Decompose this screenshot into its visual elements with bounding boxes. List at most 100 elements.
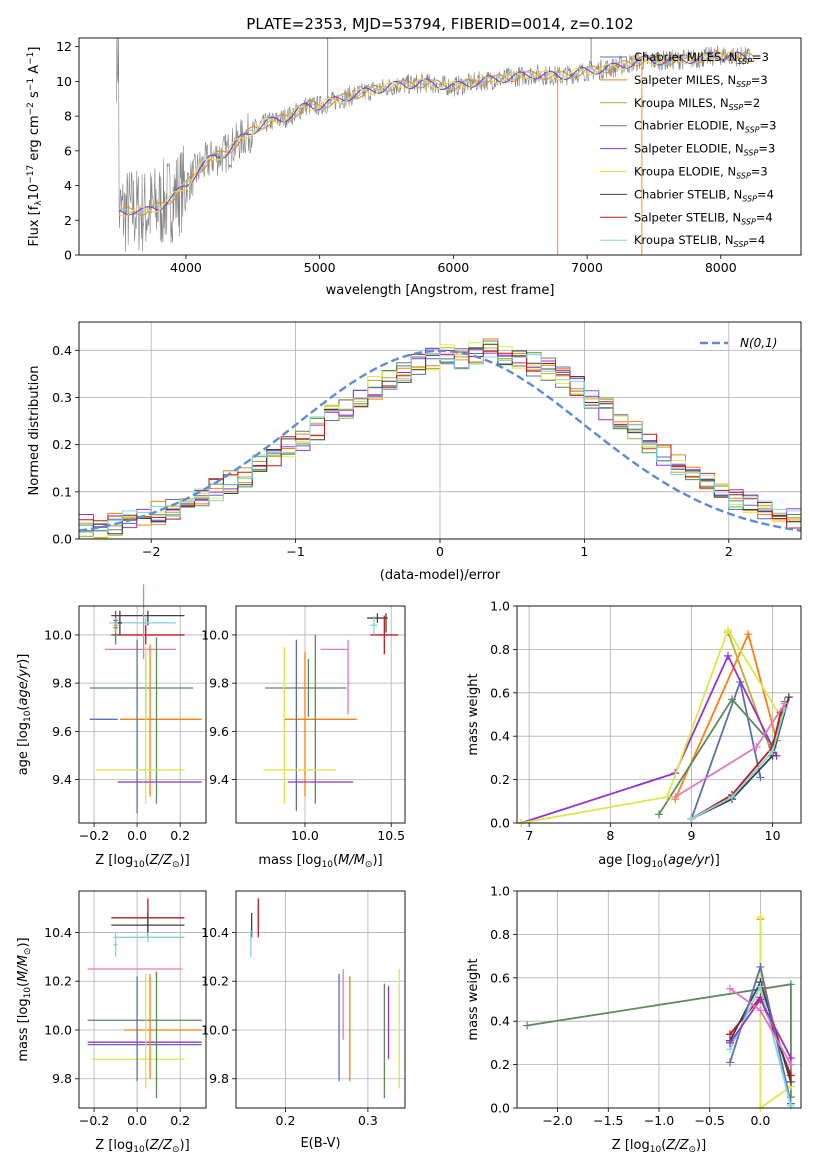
legend-count: =3 [760, 119, 777, 133]
y-tick-label: 10 [56, 74, 72, 89]
mass-weight-marker [655, 810, 663, 819]
mass-weight-marker [756, 995, 765, 1004]
massweight_vs_age-panel: 7 8 9 10 0.0 0.2 0.4 0.6 0.8 1.0 mass weight age [l… [466, 599, 802, 870]
label-part: log [113, 853, 133, 868]
spectrum-ylabel: Flux [fλ10−17 erg cm−2 s−1 A−1] [26, 47, 44, 247]
y-tick-label: 0.3 [52, 390, 72, 405]
mass_vs_EBV-panel: 0.2 0.3 9.8 10.0 10.2 10.4 E(B-V) [201, 890, 406, 1151]
label-part: Z [ [95, 853, 113, 868]
residuals-panel: −2 −1 0 1 2 0.0 0.1 0.2 0.3 0.4 (data-model)/error… [27, 321, 802, 583]
legend-sub: SSP [736, 80, 751, 89]
label-part: )] [372, 853, 382, 868]
label-part: A [27, 65, 42, 78]
y-tick-label: 0.2 [490, 1057, 510, 1072]
legend-entry-label: Chabrier MILES, NSSP=3 [634, 50, 769, 66]
legend-entry-label: Chabrier STELIB, NSSP=4 [634, 187, 774, 203]
y-tick-label: 10.0 [44, 627, 72, 642]
massweight_vs_Z-ylabel: mass weight [466, 958, 481, 1040]
y-tick-label: 12 [56, 39, 72, 54]
legend-sub: SSP [741, 217, 756, 226]
x-tick-label: 0.0 [127, 1113, 147, 1128]
y-tick-label: 9.4 [52, 772, 72, 787]
mass-weight-marker [744, 630, 753, 639]
y-tick-label: 0.1 [52, 484, 72, 499]
legend-name: Salpeter MILES, N [634, 73, 736, 87]
label-part: Z [ [612, 1138, 630, 1153]
mass-weight-marker [723, 651, 732, 660]
mass-vs-z-xlabel: Z [log10(Z/Z⊙)] [95, 1138, 189, 1155]
legend-count: =3 [751, 165, 768, 179]
label-part: 10 [322, 860, 334, 870]
axes-frame [78, 37, 802, 256]
x-tick-label: −1.5 [593, 1113, 623, 1128]
label-part: 10 [650, 1145, 662, 1155]
age-vs-z-xlabel: Z [log10(Z/Z⊙)] [95, 853, 189, 870]
legend-count: =4 [756, 210, 773, 224]
label-part: Z [ [95, 1138, 113, 1153]
model-spectrum-line [118, 51, 755, 216]
legend-entry-label: Salpeter STELIB, NSSP=4 [634, 210, 773, 226]
y-tick-label: 9.8 [52, 676, 72, 691]
label-part: )] [180, 853, 190, 868]
legend-name: Salpeter STELIB, N [634, 210, 741, 224]
y-tick-label: 9.8 [209, 1071, 229, 1086]
y-tick-label: 9.6 [52, 724, 72, 739]
label-part: −17 [26, 165, 36, 184]
x-tick-label: 5000 [304, 260, 336, 275]
label-part: )] [696, 1138, 706, 1153]
mass-weight-marker [786, 980, 795, 989]
y-tick-label: 0.2 [52, 437, 72, 452]
x-tick-label: 7 [525, 828, 533, 843]
figure-title: PLATE=2353, MJD=53794, FIBERID=0014, z=0… [246, 15, 633, 33]
y-tick-label: 9.4 [209, 772, 229, 787]
label-part: −2 [26, 102, 36, 115]
legend-name: Chabrier STELIB, N [634, 187, 742, 201]
x-tick-label: −1 [286, 544, 304, 559]
legend-name: Kroupa STELIB, N [634, 233, 734, 247]
label-part: age [log [16, 722, 31, 775]
legend-sub: SSP [742, 194, 757, 203]
y-tick-label: 10.2 [201, 974, 229, 989]
label-part: )] [710, 853, 720, 868]
label-part: ( [145, 1138, 150, 1153]
x-tick-label: 0.0 [750, 1113, 770, 1128]
y-tick-label: 10.0 [201, 627, 229, 642]
x-tick-label: 9 [687, 828, 695, 843]
y-tick-label: 10.0 [44, 1022, 72, 1037]
massweight-z-xlabel: Z [log10(Z/Z⊙)] [612, 1138, 706, 1155]
legend-name: Kroupa ELODIE, N [634, 165, 736, 179]
mass-weight-marker [780, 699, 789, 708]
label-part: )] [16, 654, 31, 664]
label-part: age/yr [16, 662, 31, 705]
legend-count: =2 [743, 96, 760, 110]
residuals-xlabel: (data-model)/error [380, 568, 501, 583]
legend-entry-label: Chabrier ELODIE, NSSP=3 [634, 119, 776, 135]
label-part: age/yr [668, 853, 711, 868]
mass-weight-marker [756, 962, 765, 971]
label-part: 10 [23, 987, 33, 999]
label-part: ] [27, 47, 42, 52]
mass-weight-series-line [520, 653, 778, 824]
y-tick-label: 9.8 [209, 676, 229, 691]
label-part: ⊙ [172, 1145, 180, 1155]
mass-weight-marker [671, 792, 680, 801]
label-part: 10 [27, 184, 42, 201]
mass-weight-marker [728, 695, 737, 704]
legend-entry-label: Kroupa ELODIE, NSSP=3 [634, 165, 768, 181]
x-tick-label: −2 [142, 544, 160, 559]
label-part: )] [180, 1138, 190, 1153]
x-tick-label: 0.2 [276, 1113, 296, 1128]
legend-count: =4 [757, 187, 774, 201]
label-part: ( [661, 1138, 666, 1153]
residuals-ylabel: Normed distribution [27, 366, 42, 496]
y-tick-label: 10.2 [44, 974, 72, 989]
y-tick-label: 9.6 [209, 724, 229, 739]
spectrum-panel: 4000 5000 6000 7000 8000 0 2 4 6 8 10 12 wavelength … [26, 37, 802, 298]
x-tick-label: 7000 [571, 260, 603, 275]
label-part: 10 [23, 710, 33, 722]
x-tick-label: 0 [436, 544, 444, 559]
mass-weight-marker [786, 1077, 795, 1086]
label-part: 10 [651, 860, 663, 870]
y-tick-label: 0.6 [490, 685, 510, 700]
